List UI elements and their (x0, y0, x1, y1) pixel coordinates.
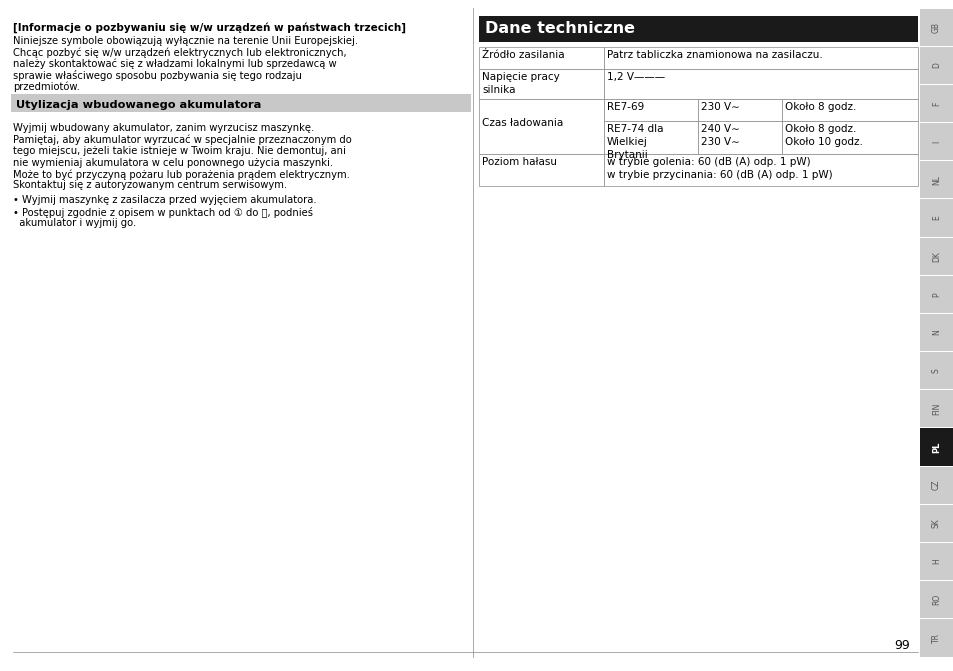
Text: akumulator i wyjmij go.: akumulator i wyjmij go. (13, 218, 136, 228)
Text: H: H (931, 559, 940, 564)
Text: • Wyjmij maszynkę z zasilacza przed wyjęciem akumulatora.: • Wyjmij maszynkę z zasilacza przed wyję… (13, 195, 316, 205)
Text: nie wymieniaj akumulatora w celu ponownego użycia maszynki.: nie wymieniaj akumulatora w celu ponowne… (13, 158, 333, 168)
Text: RO: RO (931, 594, 940, 605)
Bar (781, 121, 917, 154)
Bar (478, 69, 603, 99)
Text: Niniejsze symbole obowiązują wyłącznie na terenie Unii Europejskiej.: Niniejsze symbole obowiązują wyłącznie n… (13, 36, 357, 46)
Text: RE7-74 dla
Wielkiej
Brytanii: RE7-74 dla Wielkiej Brytanii (606, 124, 663, 160)
Bar (781, 99, 917, 121)
Bar (919, 238, 952, 274)
Text: Skontaktuj się z autoryzowanym centrum serwisowym.: Skontaktuj się z autoryzowanym centrum s… (13, 180, 287, 191)
Text: Około 8 godz.
Około 10 godz.: Około 8 godz. Około 10 godz. (784, 124, 862, 147)
Text: I: I (931, 140, 940, 143)
Text: • Postępuj zgodnie z opisem w punktach od ① do ⓪, podnieś: • Postępuj zgodnie z opisem w punktach o… (13, 207, 313, 217)
Text: NL: NL (931, 174, 940, 185)
Bar (919, 619, 952, 656)
Bar (919, 123, 952, 160)
Bar (478, 16, 917, 42)
Bar (919, 466, 952, 504)
Bar (919, 391, 952, 427)
Text: Pamiętaj, aby akumulator wyrzucać w specjalnie przeznaczonym do: Pamiętaj, aby akumulator wyrzucać w spec… (13, 134, 352, 145)
Text: Około 8 godz.: Około 8 godz. (784, 102, 856, 112)
Text: przedmiotów.: przedmiotów. (13, 81, 80, 92)
Bar (698, 99, 781, 121)
Text: PL: PL (931, 442, 940, 453)
Text: N: N (931, 329, 940, 336)
Bar (603, 99, 698, 121)
Text: tego miejscu, jeżeli takie istnieje w Twoim kraju. Nie demontuj, ani: tego miejscu, jeżeli takie istnieje w Tw… (13, 146, 346, 156)
Text: Wyjmij wbudowany akumulator, zanim wyrzucisz maszynkę.: Wyjmij wbudowany akumulator, zanim wyrzu… (13, 123, 314, 133)
Bar (919, 505, 952, 542)
Bar (478, 99, 603, 154)
Bar (919, 9, 952, 46)
Text: Patrz tabliczka znamionowa na zasilaczu.: Patrz tabliczka znamionowa na zasilaczu. (606, 50, 822, 60)
Bar (919, 429, 952, 466)
Text: 1,2 V———: 1,2 V——— (606, 72, 664, 82)
Text: F: F (931, 101, 940, 105)
Bar (919, 161, 952, 199)
Text: Utylizacja wbudowanego akumulatora: Utylizacja wbudowanego akumulatora (16, 100, 261, 110)
Bar (919, 581, 952, 618)
Bar (478, 154, 603, 186)
Text: 99: 99 (893, 639, 909, 652)
Text: Dane techniczne: Dane techniczne (484, 21, 635, 36)
Text: sprawie właściwego sposobu pozbywania się tego rodzaju: sprawie właściwego sposobu pozbywania si… (13, 70, 301, 81)
Bar (11, 94, 471, 112)
Text: D: D (931, 62, 940, 68)
Text: [Informacje o pozbywaniu się w/w urządzeń w państwach trzecich]: [Informacje o pozbywaniu się w/w urządze… (13, 22, 406, 33)
Bar (919, 543, 952, 580)
Bar (919, 85, 952, 122)
Bar (603, 69, 917, 99)
Text: Poziom hałasu: Poziom hałasu (481, 157, 557, 167)
Text: TR: TR (931, 633, 940, 643)
Text: Czas ładowania: Czas ładowania (481, 119, 562, 129)
Text: 230 V∼: 230 V∼ (700, 102, 740, 112)
Text: Może to być przyczyną pożaru lub porażenia prądem elektrycznym.: Może to być przyczyną pożaru lub porażen… (13, 169, 350, 180)
Bar (603, 154, 917, 186)
Bar (603, 47, 917, 69)
Text: E: E (931, 215, 940, 220)
Bar (919, 314, 952, 351)
Text: S: S (931, 368, 940, 373)
Text: należy skontaktować się z władzami lokalnymi lub sprzedawcą w: należy skontaktować się z władzami lokal… (13, 58, 336, 69)
Bar (919, 276, 952, 313)
Bar (919, 352, 952, 389)
Bar (603, 121, 698, 154)
Text: DK: DK (931, 251, 940, 262)
Text: SK: SK (931, 519, 940, 528)
Text: CZ: CZ (931, 480, 940, 491)
Bar (698, 121, 781, 154)
Text: 240 V∼
230 V∼: 240 V∼ 230 V∼ (700, 124, 740, 147)
Text: w trybie golenia: 60 (dB (A) odp. 1 pW)
w trybie przycinania: 60 (dB (A) odp. 1 : w trybie golenia: 60 (dB (A) odp. 1 pW) … (606, 157, 832, 180)
Text: RE7-69: RE7-69 (606, 102, 643, 112)
Text: Chcąc pozbyć się w/w urządzeń elektrycznych lub elektronicznych,: Chcąc pozbyć się w/w urządzeń elektryczn… (13, 47, 346, 58)
Bar (478, 47, 603, 69)
Text: FIN: FIN (931, 403, 940, 415)
Text: Napięcie pracy
silnika: Napięcie pracy silnika (481, 72, 559, 95)
Bar (919, 47, 952, 84)
Text: P: P (931, 292, 940, 297)
Bar (919, 199, 952, 237)
Text: Źródło zasilania: Źródło zasilania (481, 50, 564, 60)
Text: GB: GB (931, 21, 940, 33)
